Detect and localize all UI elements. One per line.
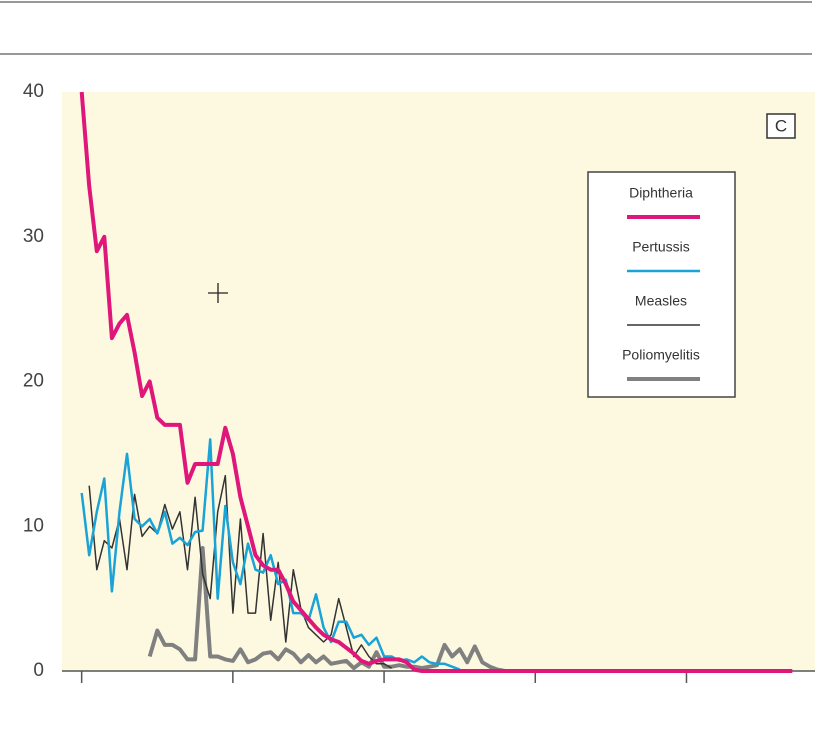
panel-label: C	[775, 116, 787, 135]
y-tick-label: 0	[33, 660, 44, 681]
series-line	[79, 91, 793, 673]
y-tick-label: 20	[23, 371, 44, 392]
cursor	[208, 283, 228, 303]
legend	[587, 171, 736, 398]
legend-label: Pertussis	[632, 239, 690, 255]
y-tick-label: 10	[23, 515, 44, 536]
legend-label: Measles	[635, 293, 687, 309]
panel-label-box	[766, 113, 796, 139]
legend-label: Poliomyelitis	[622, 347, 700, 363]
series-line	[147, 546, 506, 673]
y-tick-label: 30	[23, 226, 44, 247]
y-tick-label: 40	[23, 81, 44, 102]
legend-label: Diphtheria	[629, 185, 693, 201]
